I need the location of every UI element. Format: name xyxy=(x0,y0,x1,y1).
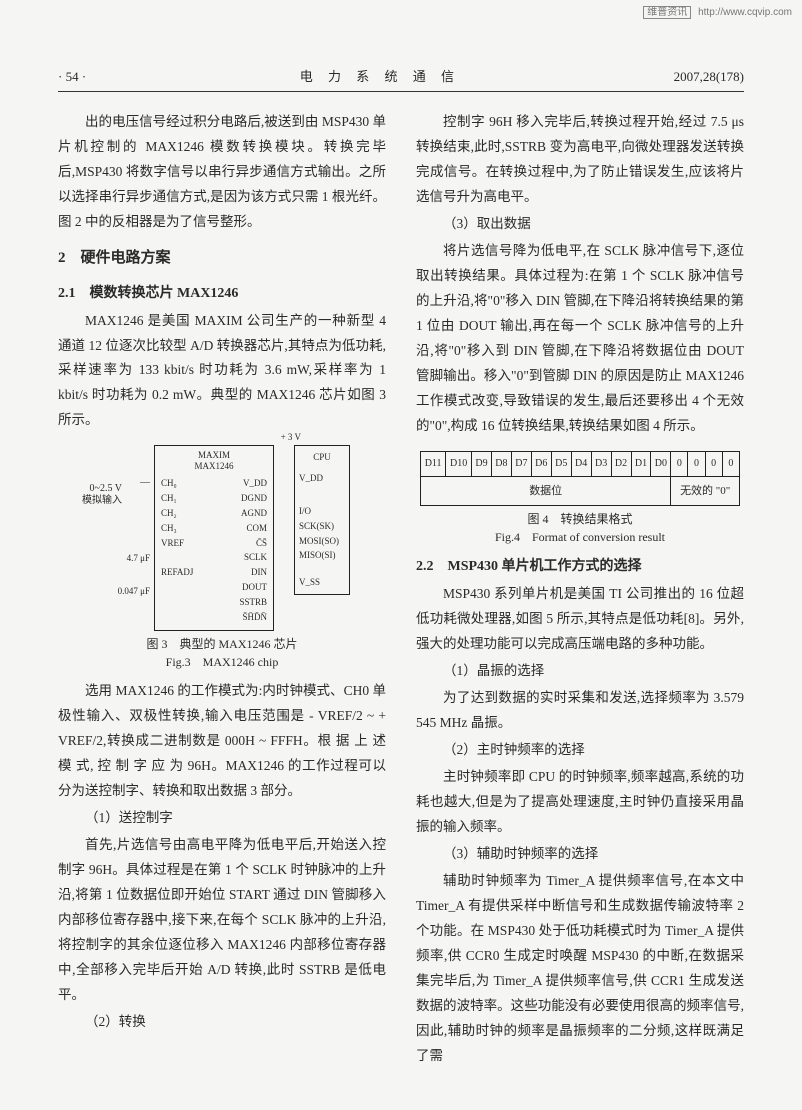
chip-diagram: — 0~2.5 V 模拟输入 4.7 μF 0.047 μF MAXIM xyxy=(94,445,350,631)
bits-table: D11D10 D9D8 D7D6 D5D4 D3D2 D1D0 00 00 数据… xyxy=(420,451,740,507)
figure-4: D11D10 D9D8 D7D6 D5D4 D3D2 D1D0 00 00 数据… xyxy=(416,451,744,547)
issue-info: 2007,28(178) xyxy=(674,65,744,89)
section-heading-2: 2 硬件电路方案 xyxy=(58,245,386,273)
fig4-caption-cn: 图 4 转换结果格式 xyxy=(527,512,632,526)
paragraph: 将片选信号降为低电平,在 SCLK 脉冲信号下,逐位取出转换结果。具体过程为:在… xyxy=(416,239,744,439)
paragraph: 为了达到数据的实时采集和发送,选择频率为 3.579 545 MHz 晶振。 xyxy=(416,686,744,736)
paragraph: 控制字 96H 移入完毕后,转换过程开始,经过 7.5 μs 转换结束,此时,S… xyxy=(416,110,744,210)
figure-4-caption: 图 4 转换结果格式 Fig.4 Format of conversion re… xyxy=(416,510,744,546)
cpu-box: CPU V_DD I/O SCK(SK) MOSI(SO) MISO(SI) V… xyxy=(294,445,350,595)
list-item-auxclock: （3）辅助时钟频率的选择 xyxy=(416,842,744,867)
list-item-mainclock: （2）主时钟频率的选择 xyxy=(416,738,744,763)
list-item-1: （1）送控制字 xyxy=(58,806,386,831)
paragraph: MAX1246 是美国 MAXIM 公司生产的一种新型 4 通道 12 位逐次比… xyxy=(58,309,386,434)
section-heading-2-2: 2.2 MSP430 单片机工作方式的选择 xyxy=(416,554,744,580)
paragraph: MSP430 系列单片机是美国 TI 公司推出的 16 位超低功耗微处理器,如图… xyxy=(416,582,744,657)
data-bits-label: 数据位 xyxy=(421,477,671,506)
paragraph: 主时钟频率即 CPU 的时钟频率,频率越高,系统的功耗也越大,但是为了提高处理速… xyxy=(416,765,744,840)
journal-title: 电 力 系 统 通 信 xyxy=(300,65,460,89)
invalid-bits-label: 无效的 "0" xyxy=(671,477,740,506)
figure-3-caption: 图 3 典型的 MAX1246 芯片 Fig.3 MAX1246 chip xyxy=(58,635,386,671)
fig3-caption-cn: 图 3 典型的 MAX1246 芯片 xyxy=(146,637,297,651)
watermark-box: 维普资讯 xyxy=(643,6,691,19)
fig4-caption-en: Fig.4 Format of conversion result xyxy=(416,528,744,546)
figure-3: — 0~2.5 V 模拟输入 4.7 μF 0.047 μF MAXIM xyxy=(58,445,386,671)
page-content: · 54 · 电 力 系 统 通 信 2007,28(178) 出的电压信号经过… xyxy=(0,0,802,1110)
cap-4u7: 4.7 μF xyxy=(94,553,150,564)
chip-body: MAXIM MAX1246 CH₀V_DD CH₁DGND CH₂AGND CH… xyxy=(154,445,274,631)
bits-row: D11D10 D9D8 D7D6 D5D4 D3D2 D1D0 00 00 xyxy=(421,451,740,477)
paragraph: 首先,片选信号由高电平降为低电平后,开始送入控制字 96H。具体过程是在第 1 … xyxy=(58,833,386,1008)
paragraph: 选用 MAX1246 的工作模式为:内时钟模式、CH0 单极性输入、双极性转换,… xyxy=(58,679,386,804)
page-header: · 54 · 电 力 系 统 通 信 2007,28(178) xyxy=(58,65,744,92)
watermark-url: http://www.cqvip.com xyxy=(698,7,792,18)
supply-label: + 3 V xyxy=(281,432,301,443)
fig3-caption-en: Fig.3 MAX1246 chip xyxy=(58,653,386,671)
page-number: · 54 · xyxy=(58,65,86,89)
analog-input-label: 模拟输入 xyxy=(82,495,122,506)
paragraph: 出的电压信号经过积分电路后,被送到由 MSP430 单片机控制的 MAX1246… xyxy=(58,110,386,235)
chip-left-labels: — 0~2.5 V 模拟输入 4.7 μF 0.047 μF xyxy=(94,445,154,597)
paragraph: 辅助时钟频率为 Timer_A 提供频率信号,在本文中 Timer_A 有提供采… xyxy=(416,869,744,1069)
chip-name: MAXIM MAX1246 xyxy=(155,450,273,476)
list-item-crystal: （1）晶振的选择 xyxy=(416,659,744,684)
list-item-2: （2）转换 xyxy=(58,1010,386,1035)
cpu-title: CPU xyxy=(299,450,345,465)
watermark: 维普资讯 http://www.cqvip.com xyxy=(643,4,792,23)
analog-range: 0~2.5 V xyxy=(90,483,122,494)
section-heading-2-1: 2.1 模数转换芯片 MAX1246 xyxy=(58,281,386,307)
text-columns: 出的电压信号经过积分电路后,被送到由 MSP430 单片机控制的 MAX1246… xyxy=(58,110,744,1070)
cap-047u: 0.047 μF xyxy=(94,586,150,597)
bits-label-row: 数据位 无效的 "0" xyxy=(421,477,740,506)
list-item-3: （3）取出数据 xyxy=(416,212,744,237)
